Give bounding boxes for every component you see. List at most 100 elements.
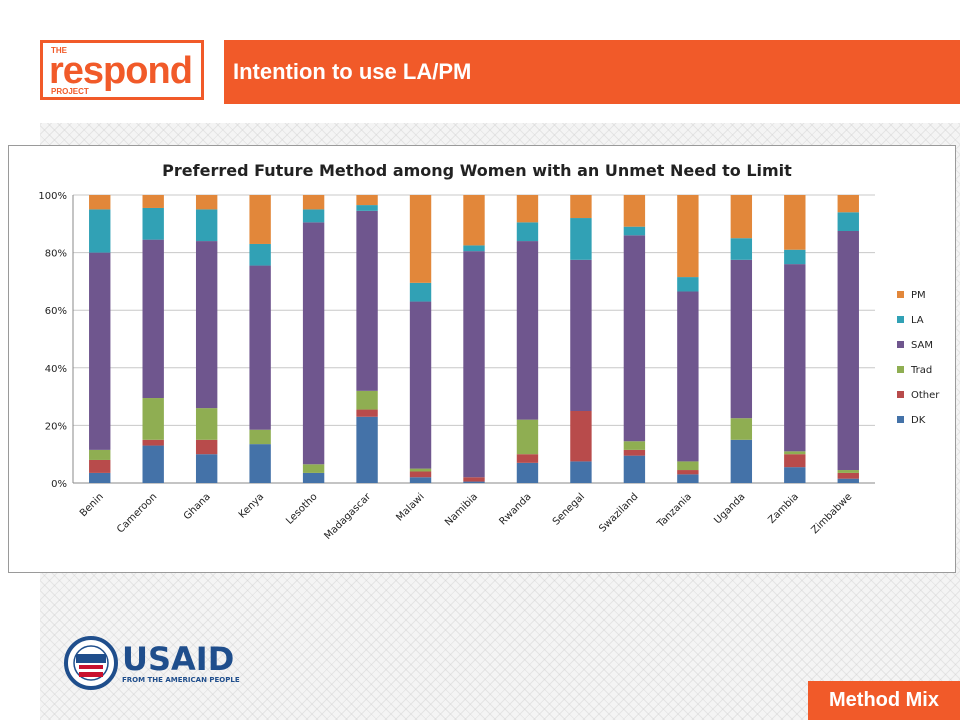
legend-label: Trad — [910, 365, 932, 376]
x-tick-label: Lesotho — [284, 491, 320, 527]
bar-segment-pm-malawi — [409, 195, 432, 283]
bar-segment-pm-namibia — [463, 195, 485, 246]
bar-segment-dk-tanzania — [677, 474, 699, 483]
bar-segment-pm-zimbabwe — [837, 195, 859, 213]
bar-segment-pm-uganda — [730, 195, 753, 239]
bar-segment-dk-lesotho — [302, 472, 325, 483]
bar-segment-sam-cameroon — [142, 239, 164, 399]
bar-segment-pm-cameroon — [142, 195, 164, 208]
bar-segment-dk-malawi — [409, 477, 432, 483]
bar-segment-dk-rwanda — [516, 462, 539, 483]
method-mix-label: Method Mix — [829, 689, 939, 711]
bar-segment-trad-tanzania — [677, 461, 699, 471]
bar-segment-pm-ghana — [195, 195, 218, 210]
bar-segment-la-cameroon — [142, 207, 164, 240]
logo-project: PROJECT — [51, 87, 89, 96]
x-tick-label: Kenya — [237, 491, 266, 520]
legend-swatch — [897, 316, 904, 323]
bar-segment-pm-madagascar — [356, 195, 378, 206]
logo-word: respond — [49, 50, 193, 92]
bar-segment-dk-kenya — [249, 444, 271, 483]
usaid-tagline: FROM THE AMERICAN PEOPLE — [122, 676, 240, 684]
bar-segment-sam-swaziland — [623, 235, 646, 442]
bar-segment-other-zambia — [784, 454, 806, 468]
bar-segment-sam-uganda — [730, 259, 753, 419]
legend-label: DK — [911, 415, 926, 426]
bar-segment-la-benin — [89, 209, 111, 253]
bar-segment-trad-rwanda — [516, 419, 539, 455]
bar-segment-pm-senegal — [570, 195, 592, 219]
slide-title: Intention to use LA/PM — [233, 59, 472, 84]
legend-label: LA — [911, 315, 924, 326]
bar-segment-other-swaziland — [623, 449, 646, 456]
bar-segment-la-zimbabwe — [837, 212, 859, 231]
legend-label: PM — [911, 290, 926, 301]
bar-segment-dk-madagascar — [356, 416, 378, 483]
bar-segment-sam-lesotho — [302, 222, 325, 465]
bar-segment-dk-senegal — [570, 461, 592, 483]
bar-segment-la-swaziland — [623, 226, 646, 236]
bar-segment-la-malawi — [409, 282, 432, 302]
bar-segment-trad-zambia — [784, 451, 806, 455]
bar-segment-sam-zimbabwe — [837, 231, 859, 471]
bar-segment-pm-zambia — [784, 195, 806, 250]
bar-segment-other-malawi — [409, 471, 432, 478]
bar-segment-other-madagascar — [356, 409, 378, 417]
bar-segment-dk-cameroon — [142, 445, 164, 483]
bar-segment-la-namibia — [463, 245, 485, 252]
bar-segment-la-senegal — [570, 218, 592, 260]
usaid-seal-stripe — [79, 669, 103, 672]
y-tick-label: 0% — [51, 479, 67, 490]
bar-segment-trad-zimbabwe — [837, 470, 859, 473]
bar-segment-sam-benin — [89, 252, 111, 450]
bar-segment-dk-zambia — [784, 467, 806, 483]
bar-segment-dk-ghana — [195, 454, 218, 483]
legend-swatch — [897, 341, 904, 348]
bar-segment-other-senegal — [570, 411, 592, 462]
bar-segment-pm-tanzania — [677, 195, 699, 278]
chart-title: Preferred Future Method among Women with… — [162, 161, 792, 180]
bar-segment-pm-kenya — [249, 195, 271, 244]
bar-segment-sam-ghana — [195, 241, 218, 409]
logo-the: THE — [51, 46, 67, 55]
bar-segment-trad-malawi — [409, 468, 432, 472]
bar-segment-trad-cameroon — [142, 398, 164, 440]
bar-segment-other-cameroon — [142, 439, 164, 446]
bar-segment-sam-namibia — [463, 251, 485, 478]
chart-panel: Preferred Future Method among Women with… — [8, 145, 956, 573]
y-tick-label: 80% — [45, 249, 67, 260]
legend-swatch — [897, 291, 904, 298]
y-tick-label: 60% — [45, 306, 67, 317]
legend-swatch — [897, 416, 904, 423]
y-tick-label: 100% — [38, 191, 67, 202]
x-tick-label: Madagascar — [323, 491, 374, 542]
x-tick-label: Ghana — [182, 491, 213, 522]
x-tick-label: Benin — [78, 491, 106, 519]
method-mix-badge: Method Mix — [808, 681, 960, 720]
bar-segment-la-rwanda — [516, 222, 539, 242]
bar-segment-trad-benin — [89, 449, 111, 460]
bar-segment-pm-lesotho — [302, 195, 325, 210]
bar-segment-trad-madagascar — [356, 390, 378, 410]
bar-segment-dk-swaziland — [623, 455, 646, 483]
stacked-bar-chart: Preferred Future Method among Women with… — [38, 161, 940, 542]
bar-segment-pm-benin — [89, 195, 111, 210]
bar-segment-dk-benin — [89, 472, 111, 483]
x-tick-label: Uganda — [712, 491, 747, 526]
bar-segment-other-namibia — [463, 477, 485, 482]
bar-segment-la-ghana — [195, 209, 218, 242]
bar-segment-pm-swaziland — [623, 195, 646, 227]
x-tick-label: Zimbabwe — [809, 491, 854, 536]
x-tick-label: Namibia — [443, 491, 480, 528]
bar-segment-la-lesotho — [302, 209, 325, 223]
bar-segment-other-tanzania — [677, 470, 699, 475]
legend-swatch — [897, 391, 904, 398]
bar-segment-sam-tanzania — [677, 291, 699, 462]
bar-segment-la-uganda — [730, 238, 753, 260]
bars — [89, 195, 859, 483]
bar-segment-dk-namibia — [463, 481, 485, 483]
y-tick-label: 20% — [45, 421, 67, 432]
bar-segment-sam-senegal — [570, 259, 592, 411]
x-tick-label: Malawi — [394, 491, 426, 523]
bar-segment-la-tanzania — [677, 277, 699, 292]
